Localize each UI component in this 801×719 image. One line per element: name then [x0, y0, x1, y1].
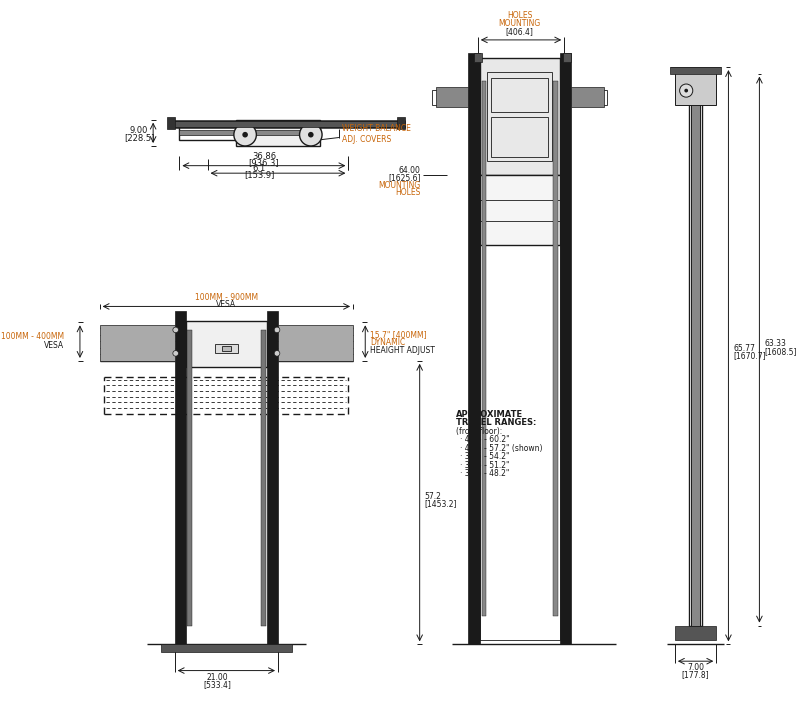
Text: DYNAMIC: DYNAMIC	[370, 338, 405, 347]
Text: VESA: VESA	[44, 341, 64, 350]
Bar	[186, 321, 267, 367]
Circle shape	[274, 351, 280, 356]
Text: TRAVEL RANGES:: TRAVEL RANGES:	[457, 418, 537, 427]
Circle shape	[173, 327, 179, 333]
Text: [1453.2]: [1453.2]	[425, 500, 457, 508]
Circle shape	[274, 327, 280, 333]
Bar	[170, 121, 405, 127]
Bar	[235, 119, 320, 146]
Bar	[571, 87, 604, 107]
Bar	[480, 58, 560, 175]
Bar	[267, 311, 278, 644]
Text: (from floor):: (from floor):	[457, 427, 502, 436]
Text: · 44.5 - 60.2": · 44.5 - 60.2"	[460, 435, 509, 444]
Bar	[161, 644, 292, 652]
Text: 15.7" [400MM]: 15.7" [400MM]	[370, 331, 427, 339]
Text: 63.33: 63.33	[764, 339, 786, 349]
Text: MOUNTING: MOUNTING	[378, 181, 421, 190]
Bar	[480, 245, 560, 640]
Text: WEIGHT BALANCE
ADJ. COVERS: WEIGHT BALANCE ADJ. COVERS	[342, 124, 411, 144]
Bar	[560, 53, 571, 644]
Text: 100MM - 900MM: 100MM - 900MM	[195, 293, 258, 303]
Text: 7.00: 7.00	[687, 663, 704, 672]
Text: [936.3]: [936.3]	[248, 158, 280, 168]
Text: 21.00: 21.00	[206, 673, 227, 682]
Text: 65.77: 65.77	[733, 344, 755, 353]
Text: [1608.5]: [1608.5]	[764, 347, 797, 356]
Text: 100MM - 400MM: 100MM - 400MM	[1, 332, 64, 342]
Text: HEAIGHT ADJUST: HEAIGHT ADJUST	[370, 346, 435, 354]
Bar	[222, 346, 231, 352]
Text: [177.8]: [177.8]	[682, 670, 710, 679]
Text: 57.2: 57.2	[425, 492, 441, 501]
Bar	[487, 72, 552, 161]
Bar	[480, 175, 560, 245]
Circle shape	[679, 84, 693, 97]
Bar	[481, 81, 486, 616]
Text: 64.00: 64.00	[399, 166, 421, 175]
Bar	[261, 330, 266, 626]
Text: VESA: VESA	[216, 300, 236, 309]
Text: APPROXIMATE: APPROXIMATE	[457, 410, 523, 419]
Bar	[167, 117, 175, 129]
Bar	[179, 124, 301, 140]
Text: [1625.6]: [1625.6]	[388, 173, 421, 183]
Bar	[432, 90, 469, 105]
Bar	[215, 344, 238, 353]
Circle shape	[300, 124, 322, 146]
Text: [153.9]: [153.9]	[244, 170, 275, 180]
Text: [1670.7]: [1670.7]	[733, 351, 766, 360]
Text: · 32.5 - 48.2": · 32.5 - 48.2"	[460, 469, 509, 478]
Text: MOUNTING: MOUNTING	[498, 19, 541, 27]
Bar	[469, 53, 480, 644]
Bar	[175, 311, 186, 644]
Bar	[474, 53, 481, 63]
Bar	[675, 626, 716, 640]
Bar	[187, 330, 191, 626]
Circle shape	[234, 124, 256, 146]
Text: HOLES: HOLES	[395, 188, 421, 198]
Bar	[571, 90, 607, 105]
Bar	[491, 78, 548, 112]
Bar	[679, 79, 711, 100]
Bar	[553, 81, 557, 616]
Bar	[670, 67, 721, 73]
Text: · 38.5 - 54.2": · 38.5 - 54.2"	[460, 452, 509, 461]
Text: [406.4]: [406.4]	[505, 27, 533, 36]
Text: 9.00: 9.00	[130, 126, 148, 134]
Bar	[691, 91, 700, 626]
Bar	[278, 325, 353, 361]
Circle shape	[684, 88, 688, 93]
Text: [228.5]: [228.5]	[124, 133, 155, 142]
Bar	[99, 325, 175, 361]
Circle shape	[242, 132, 248, 137]
Text: [533.4]: [533.4]	[203, 680, 231, 689]
Bar	[436, 87, 469, 107]
Circle shape	[173, 351, 179, 356]
Bar	[675, 72, 716, 105]
Bar	[397, 117, 405, 129]
Bar	[563, 53, 571, 63]
Text: · 41.5 - 57.2" (shown): · 41.5 - 57.2" (shown)	[460, 444, 542, 453]
Circle shape	[308, 132, 314, 137]
Text: 6.1: 6.1	[252, 164, 266, 173]
Text: · 35.5 - 51.2": · 35.5 - 51.2"	[460, 461, 509, 470]
Bar	[491, 117, 548, 157]
Bar	[179, 130, 301, 134]
Text: 36.86: 36.86	[252, 152, 276, 161]
Text: HOLES: HOLES	[507, 11, 533, 20]
Bar	[689, 91, 702, 626]
